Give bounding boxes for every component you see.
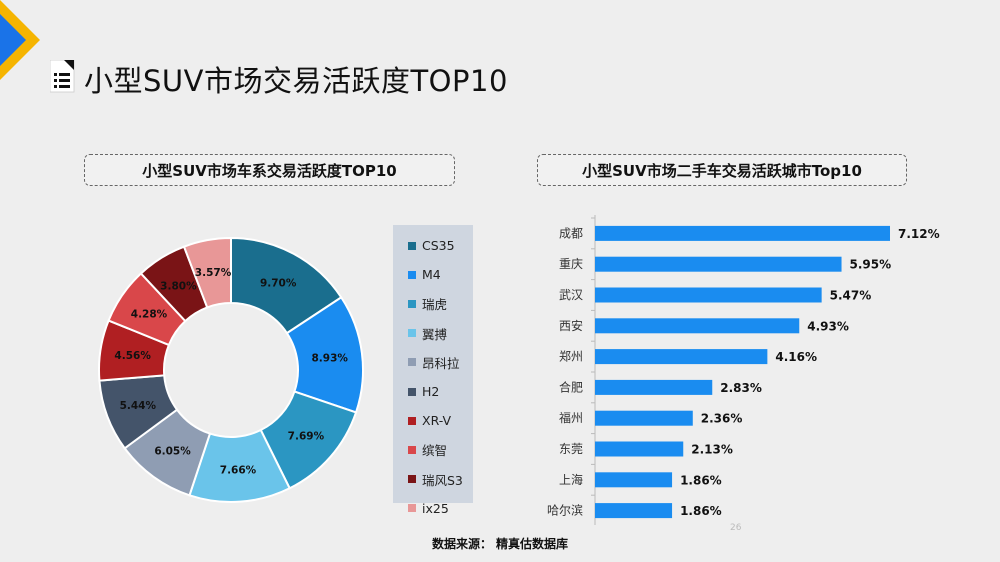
donut-data-label: 7.66% [220,464,257,476]
bar-category-label: 武汉 [559,288,583,302]
legend-item: CS35 [408,231,473,260]
bar-福州 [595,410,693,426]
legend-item: H2 [408,377,473,406]
bar-category-label: 西安 [559,318,583,333]
legend-swatch [408,445,416,454]
legend-swatch [408,475,416,484]
bar-data-label: 5.47% [830,289,872,303]
donut-data-label: 3.80% [160,281,197,293]
bar-category-label: 成都 [559,226,583,240]
donut-data-label: 3.57% [195,267,232,279]
bar-category-label: 哈尔滨 [547,503,583,518]
donut-chart-title: 小型SUV市场车系交易活跃度TOP10 [84,154,455,186]
legend-swatch [408,358,416,367]
bar-data-label: 4.93% [807,319,849,333]
document-list-icon [50,60,75,93]
legend-item: 瑞风S3 [408,465,473,494]
bar-武汉 [595,287,822,303]
legend-label: 昂科拉 [422,355,460,371]
donut-data-label: 5.44% [120,400,157,412]
legend-swatch [408,299,416,308]
bar-category-label: 东莞 [559,442,583,456]
bar-成都 [595,225,890,241]
bar-category-label: 郑州 [559,349,583,364]
legend-swatch [408,504,416,513]
donut-data-label: 8.93% [311,352,348,364]
legend-label: H2 [422,384,440,400]
legend-label: 缤智 [422,443,448,459]
donut-data-label: 6.05% [154,446,191,458]
source-label: 数据来源： [431,537,492,551]
bar-重庆 [595,256,842,272]
page-title: 小型SUV市场交易活跃度TOP10 [84,64,508,98]
bar-category-label: 重庆 [559,257,583,271]
bar-data-label: 5.95% [850,258,892,272]
legend-item: ix25 [408,494,473,523]
donut-chart: 9.70% 8.93% 7.69% 7.66% 6.05% 5.44% 4.56% 4.28%… [98,236,364,503]
legend-swatch [408,387,416,396]
donut-data-label: 9.70% [260,277,297,289]
donut-data-label: 7.69% [288,431,325,443]
donut-data-label: 4.28% [131,309,168,321]
legend-item: 瑞虎 [408,289,473,318]
legend-swatch [408,329,416,338]
data-source: 数据来源： 精真估数据库 [0,535,1000,552]
donut-data-label: 4.56% [114,350,151,362]
bar-郑州 [595,349,768,365]
bar-西安 [595,318,800,334]
legend-swatch [408,416,416,425]
bar-data-label: 2.83% [720,381,762,395]
legend-swatch [408,270,416,279]
legend-item: 缤智 [408,435,473,464]
bar-data-label: 1.86% [680,504,722,518]
bar-chart-title: 小型SUV市场二手车交易活跃城市Top10 [537,154,907,186]
source-value: 精真估数据库 [496,537,569,551]
bar-哈尔滨 [595,503,673,519]
bar-category-label: 合肥 [559,379,583,394]
legend-label: ix25 [422,500,449,516]
legend-label: XR-V [422,413,452,429]
legend-item: M4 [408,260,473,289]
legend-label: CS35 [422,238,455,254]
bar-合肥 [595,379,713,395]
bar-data-label: 2.36% [701,412,743,426]
legend-label: 瑞虎 [422,297,448,313]
legend-item: XR-V [408,406,473,435]
donut-slice-ix25 [182,236,232,309]
legend-item: 昂科拉 [408,348,473,377]
bar-category-label: 福州 [559,410,583,425]
page-number: 26 [730,523,742,533]
bar-data-label: 1.86% [680,473,722,487]
donut-legend: CS35 M4 瑞虎翼搏昂科拉 H2 XR-V 缤智瑞风S3 ix25 [393,225,473,516]
bar-data-label: 2.13% [691,443,733,457]
bar-上海 [595,472,673,488]
brand-logo-icon [0,0,40,80]
legend-label: 翼搏 [422,326,448,342]
legend-label: 瑞风S3 [422,472,463,488]
bar-data-label: 4.16% [775,350,817,364]
bar-东莞 [595,441,684,457]
legend-item: 翼搏 [408,319,473,348]
legend-label: M4 [422,267,441,283]
bar-data-label: 7.12% [898,227,940,241]
bar-category-label: 上海 [559,472,583,487]
bar-chart: 成都 7.12% 重庆 5.95% 武汉 5.47% 西安 4.93% 郑州 4.16% 合肥 2.8… [547,215,940,525]
legend-swatch [408,241,416,250]
